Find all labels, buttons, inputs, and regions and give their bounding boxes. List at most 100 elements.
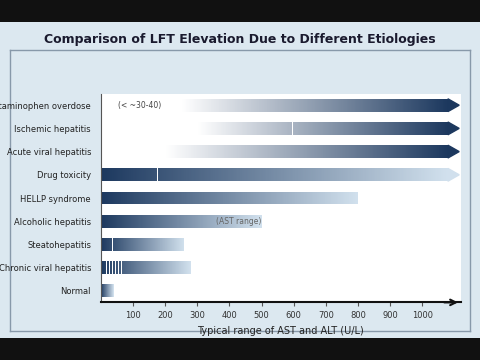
Bar: [168, 145, 169, 158]
Bar: [207, 215, 208, 228]
Bar: [294, 192, 295, 204]
Bar: [126, 168, 127, 181]
Bar: [298, 192, 299, 204]
Bar: [418, 122, 419, 135]
Bar: [344, 145, 345, 158]
Bar: [381, 145, 382, 158]
Bar: [244, 99, 245, 112]
Bar: [315, 192, 316, 204]
Bar: [331, 122, 332, 135]
Bar: [442, 145, 443, 158]
Bar: [262, 145, 263, 158]
Bar: [186, 145, 187, 158]
Bar: [255, 122, 256, 135]
Bar: [264, 99, 265, 112]
Bar: [361, 122, 362, 135]
Bar: [240, 122, 241, 135]
Bar: [421, 145, 422, 158]
Bar: [407, 122, 408, 135]
Bar: [426, 122, 427, 135]
Bar: [212, 215, 213, 228]
Bar: [405, 168, 406, 181]
Bar: [225, 145, 226, 158]
Bar: [316, 99, 317, 112]
Bar: [397, 122, 398, 135]
Bar: [373, 122, 374, 135]
Bar: [221, 122, 222, 135]
Bar: [336, 99, 337, 112]
Bar: [396, 168, 397, 181]
Bar: [421, 122, 422, 135]
Bar: [281, 192, 282, 204]
Bar: [169, 168, 170, 181]
Bar: [252, 145, 253, 158]
Bar: [325, 122, 326, 135]
Bar: [210, 145, 211, 158]
Bar: [239, 192, 240, 204]
Bar: [212, 145, 213, 158]
Bar: [389, 168, 390, 181]
Bar: [422, 145, 423, 158]
Bar: [278, 145, 279, 158]
Bar: [160, 192, 161, 204]
Bar: [202, 122, 203, 135]
Bar: [291, 122, 292, 135]
Bar: [123, 215, 124, 228]
Bar: [269, 168, 270, 181]
Bar: [317, 192, 318, 204]
Bar: [199, 215, 200, 228]
Bar: [444, 99, 445, 112]
Bar: [182, 192, 183, 204]
Bar: [230, 215, 231, 228]
Bar: [153, 168, 154, 181]
Bar: [288, 122, 289, 135]
Bar: [250, 99, 251, 112]
Bar: [301, 122, 302, 135]
Bar: [290, 168, 292, 181]
Bar: [165, 168, 166, 181]
Bar: [250, 192, 251, 204]
Bar: [137, 168, 138, 181]
Bar: [419, 122, 420, 135]
Bar: [230, 145, 231, 158]
Bar: [222, 145, 223, 158]
Bar: [313, 99, 314, 112]
Bar: [366, 122, 367, 135]
Bar: [145, 168, 146, 181]
Bar: [163, 168, 165, 181]
Bar: [254, 122, 255, 135]
Bar: [135, 215, 136, 228]
Bar: [433, 145, 434, 158]
Bar: [268, 99, 269, 112]
Bar: [328, 192, 329, 204]
Bar: [217, 99, 218, 112]
Bar: [299, 192, 300, 204]
Bar: [207, 145, 208, 158]
Bar: [172, 215, 173, 228]
Bar: [326, 192, 327, 204]
Bar: [329, 122, 330, 135]
Bar: [261, 215, 262, 228]
Bar: [344, 192, 345, 204]
Bar: [434, 99, 435, 112]
Bar: [214, 122, 215, 135]
Bar: [239, 122, 240, 135]
Bar: [178, 215, 179, 228]
Bar: [218, 145, 219, 158]
Bar: [357, 122, 358, 135]
Bar: [251, 99, 252, 112]
Bar: [327, 168, 329, 181]
Bar: [205, 192, 206, 204]
Bar: [280, 145, 281, 158]
Bar: [235, 122, 236, 135]
Bar: [342, 145, 343, 158]
Bar: [197, 192, 198, 204]
Bar: [281, 145, 282, 158]
Bar: [446, 122, 447, 135]
Bar: [260, 99, 261, 112]
Bar: [268, 192, 269, 204]
Bar: [245, 168, 247, 181]
Bar: [400, 168, 402, 181]
Bar: [156, 192, 157, 204]
Bar: [193, 145, 194, 158]
